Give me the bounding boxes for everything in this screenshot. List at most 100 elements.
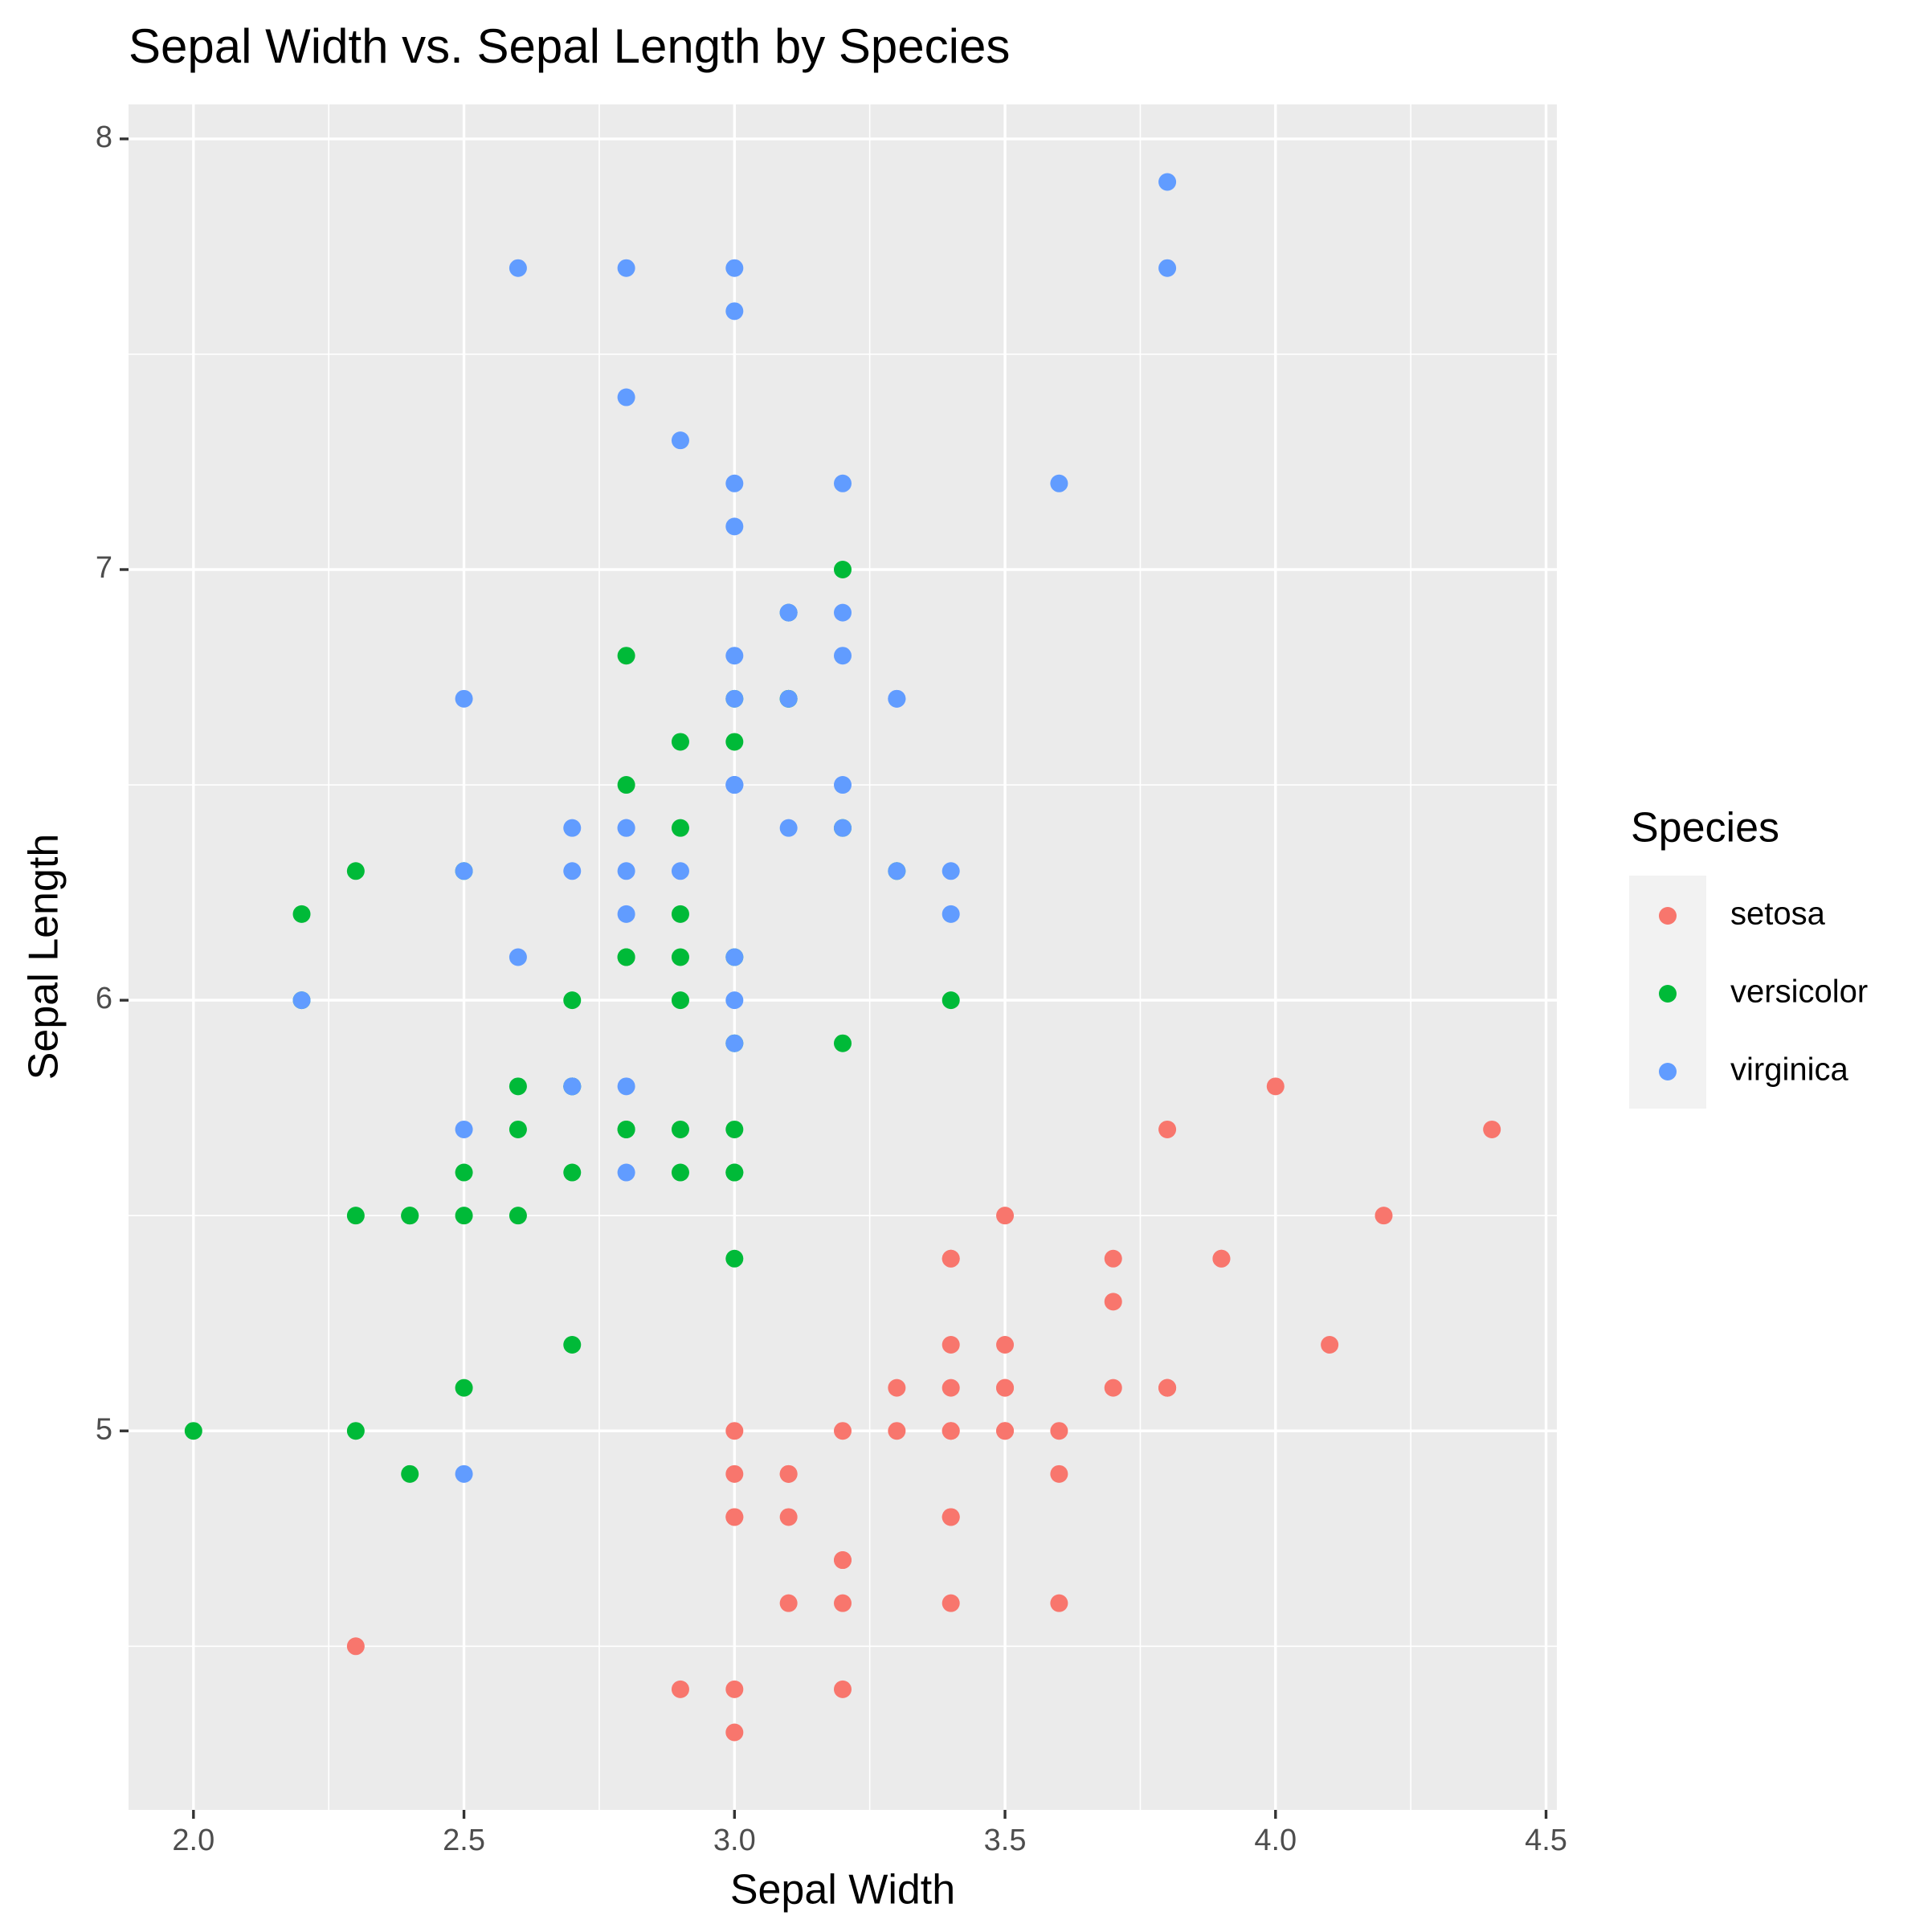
data-point (509, 1207, 527, 1225)
data-point (779, 1508, 798, 1526)
data-point (455, 1163, 473, 1182)
data-point (671, 819, 689, 837)
data-point (1050, 474, 1068, 492)
data-point (834, 776, 852, 794)
y-tick-label: 7 (96, 551, 112, 585)
data-point (617, 862, 635, 880)
data-point (346, 862, 365, 880)
legend-marker (1659, 985, 1677, 1003)
data-point (996, 1336, 1015, 1354)
data-point (1050, 1594, 1068, 1612)
legend-marker (1659, 1063, 1677, 1080)
data-point (942, 1594, 960, 1612)
data-point (1483, 1120, 1501, 1138)
data-point (834, 1551, 852, 1570)
data-point (725, 689, 744, 708)
data-point (292, 905, 311, 923)
y-tick-label: 8 (96, 120, 112, 154)
data-point (617, 647, 635, 665)
x-axis-label: Sepal Width (730, 1867, 955, 1914)
data-point (617, 259, 635, 277)
data-point (888, 689, 906, 708)
data-point (834, 603, 852, 622)
data-point (779, 689, 798, 708)
chart-title: Sepal Width vs. Sepal Length by Species (129, 19, 1010, 73)
data-point (888, 862, 906, 880)
x-tick-label: 3.5 (984, 1824, 1027, 1857)
data-point (1104, 1293, 1122, 1311)
data-point (942, 991, 960, 1010)
data-point (563, 991, 582, 1010)
data-point (1375, 1207, 1393, 1225)
data-point (1158, 1379, 1177, 1397)
data-point (455, 1120, 473, 1138)
data-point (1158, 259, 1177, 277)
x-tick-label: 4.5 (1525, 1824, 1567, 1857)
plot-panel (129, 104, 1557, 1810)
x-tick-label: 2.5 (443, 1824, 485, 1857)
data-point (1266, 1077, 1285, 1096)
data-point (617, 388, 635, 406)
data-point (725, 991, 744, 1010)
data-point (834, 1594, 852, 1612)
data-point (942, 1422, 960, 1440)
data-point (834, 647, 852, 665)
data-point (942, 1379, 960, 1397)
x-tick-label: 4.0 (1254, 1824, 1297, 1857)
x-tick-label: 2.0 (172, 1824, 214, 1857)
data-point (1104, 1249, 1122, 1268)
data-point (725, 1508, 744, 1526)
data-point (779, 819, 798, 837)
data-point (725, 733, 744, 751)
data-point (401, 1207, 419, 1225)
data-point (834, 1034, 852, 1052)
data-point (401, 1464, 419, 1483)
data-point (671, 862, 689, 880)
data-point (888, 1422, 906, 1440)
data-point (779, 1464, 798, 1483)
data-point (996, 1379, 1015, 1397)
data-point (1321, 1336, 1339, 1354)
data-point (779, 603, 798, 622)
y-tick-label: 5 (96, 1412, 112, 1446)
data-point (834, 1422, 852, 1440)
data-point (617, 948, 635, 966)
data-point (563, 1336, 582, 1354)
data-point (725, 1034, 744, 1052)
data-point (1050, 1464, 1068, 1483)
data-point (834, 561, 852, 578)
data-point (1104, 1379, 1122, 1397)
legend-label: virginica (1730, 1052, 1848, 1088)
data-point (346, 1422, 365, 1440)
data-point (617, 776, 635, 794)
data-point (184, 1422, 202, 1440)
y-tick-label: 6 (96, 982, 112, 1015)
y-axis-label: Sepal Length (21, 834, 67, 1080)
data-point (1212, 1249, 1231, 1268)
data-point (563, 1077, 582, 1096)
data-point (725, 776, 744, 794)
legend-marker (1659, 907, 1677, 925)
data-point (671, 733, 689, 751)
legend-label: versicolor (1730, 974, 1868, 1010)
data-point (834, 1680, 852, 1698)
data-point (725, 1249, 744, 1268)
data-point (725, 1680, 744, 1698)
data-point (509, 1120, 527, 1138)
data-point (725, 1723, 744, 1742)
data-point (942, 905, 960, 923)
data-point (292, 991, 311, 1010)
data-point (725, 1120, 744, 1138)
legend-label: setosa (1730, 897, 1826, 932)
data-point (346, 1207, 365, 1225)
data-point (671, 948, 689, 966)
x-tick-label: 3.0 (713, 1824, 756, 1857)
data-point (617, 1077, 635, 1096)
data-point (671, 431, 689, 450)
data-point (725, 1163, 744, 1182)
data-point (509, 1077, 527, 1096)
data-point (725, 1464, 744, 1483)
legend-title: Species (1631, 805, 1779, 852)
data-point (1158, 173, 1177, 191)
